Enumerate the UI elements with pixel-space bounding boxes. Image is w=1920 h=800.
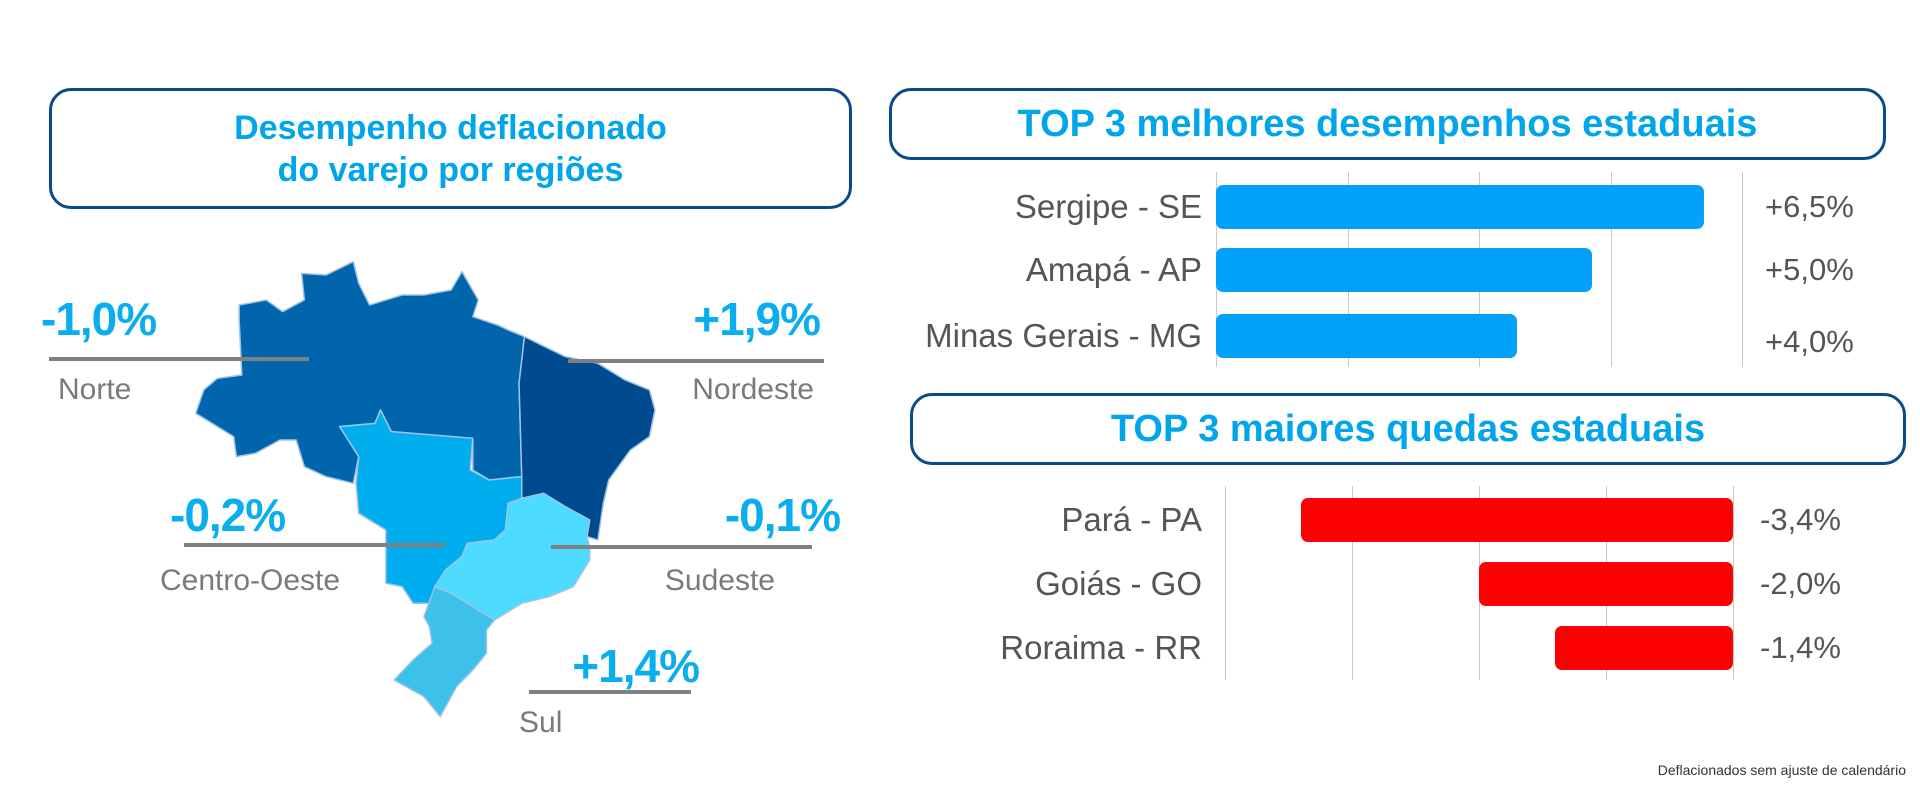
drop-category-label: Roraima - RR bbox=[1000, 629, 1202, 666]
top-drops-title-box: TOP 3 maiores quedas estaduais bbox=[910, 393, 1906, 465]
gridline bbox=[1742, 172, 1743, 367]
gain-value-label: +6,5% bbox=[1765, 189, 1854, 224]
top-drops-title: TOP 3 maiores quedas estaduais bbox=[1110, 407, 1706, 450]
nordeste-leader-line bbox=[568, 359, 824, 363]
regions-title-box: Desempenho deflacionado do varejo por re… bbox=[49, 88, 852, 209]
gain-category-label: Amapá - AP bbox=[1025, 251, 1202, 288]
norte-value: -1,0% bbox=[41, 293, 157, 345]
drop-category-label: Pará - PA bbox=[1061, 501, 1202, 538]
sul-label: Sul bbox=[519, 706, 563, 739]
drop-value-label: -2,0% bbox=[1760, 566, 1841, 601]
sul-value: +1,4% bbox=[572, 640, 700, 692]
gridline bbox=[1352, 486, 1353, 680]
gain-bar bbox=[1216, 314, 1517, 358]
drop-category-label: Goiás - GO bbox=[1035, 565, 1202, 602]
footnote: Deflacionados sem ajuste de calendário bbox=[1657, 762, 1906, 778]
centro-oeste-leader-line bbox=[184, 543, 445, 547]
gridline bbox=[1225, 486, 1226, 680]
drop-bar bbox=[1555, 626, 1733, 670]
gain-category-label: Sergipe - SE bbox=[1014, 188, 1202, 225]
map-region-norte bbox=[196, 262, 525, 484]
centro-oeste-label: Centro-Oeste bbox=[160, 564, 341, 597]
sudeste-value: -0,1% bbox=[724, 489, 841, 541]
sudeste-leader-line bbox=[551, 545, 812, 549]
nordeste-value: +1,9% bbox=[693, 293, 821, 345]
gain-category-label: Minas Gerais - MG bbox=[925, 317, 1202, 354]
drop-bar bbox=[1301, 498, 1733, 542]
gain-bar bbox=[1216, 248, 1592, 292]
gridline bbox=[1733, 486, 1734, 680]
norte-label: Norte bbox=[58, 373, 132, 406]
gain-value-label: +5,0% bbox=[1765, 252, 1854, 287]
regions-title-line1: Desempenho deflacionado bbox=[234, 108, 667, 147]
nordeste-label: Nordeste bbox=[692, 373, 814, 406]
top-gains-title-box: TOP 3 melhores desempenhos estaduais bbox=[889, 88, 1886, 160]
drop-value-label: -3,4% bbox=[1760, 502, 1841, 537]
regions-title-line2: do varejo por regiões bbox=[277, 150, 624, 189]
gridline bbox=[1610, 172, 1612, 367]
gain-bar bbox=[1216, 185, 1705, 229]
sul-leader-line bbox=[529, 690, 691, 694]
drop-value-label: -1,4% bbox=[1760, 630, 1841, 665]
map-region-sul bbox=[394, 587, 495, 717]
gain-value-label: +4,0% bbox=[1765, 324, 1854, 359]
centro-oeste-value: -0,2% bbox=[170, 489, 286, 541]
drop-bar bbox=[1479, 562, 1733, 606]
norte-leader-line bbox=[49, 357, 309, 361]
sudeste-label: Sudeste bbox=[664, 564, 775, 597]
top-gains-title: TOP 3 melhores desempenhos estaduais bbox=[1017, 102, 1758, 145]
